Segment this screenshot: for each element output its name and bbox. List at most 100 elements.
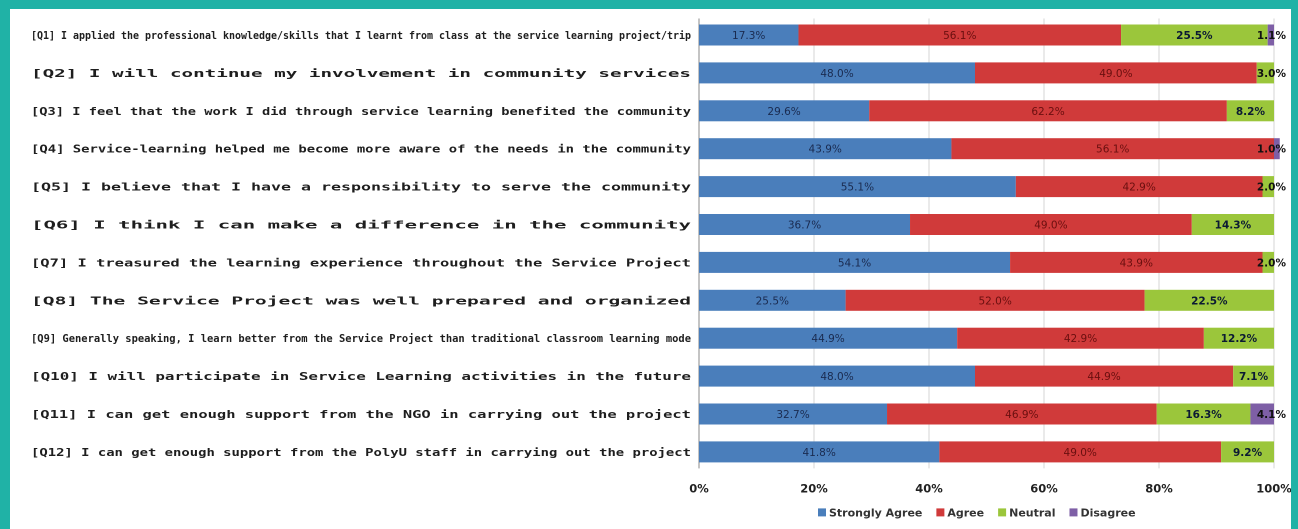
data-label: 56.1% bbox=[1096, 144, 1129, 156]
bar-segment-agree bbox=[975, 365, 1234, 387]
data-label: 1.0% bbox=[1257, 144, 1287, 156]
stacked-bar-chart: 0% 20% 40% 60% 80% 100% [Q1] I applied the pro… bbox=[31, 18, 1291, 519]
bar-segment-strongly-agree bbox=[699, 100, 870, 122]
data-label: 1.1% bbox=[1257, 30, 1287, 42]
data-label: 41.8% bbox=[802, 447, 835, 459]
data-label: 29.6% bbox=[767, 106, 800, 118]
category-label: [Q5] I believe that I have a responsibil… bbox=[31, 182, 692, 194]
data-label: 52.0% bbox=[978, 295, 1011, 307]
bar-segment-agree bbox=[1015, 176, 1263, 198]
bar-segment-strongly-agree bbox=[699, 251, 1011, 273]
bar-segment-neutral bbox=[1156, 403, 1251, 425]
x-tick-label: 60% bbox=[1030, 481, 1058, 495]
bar-segment-strongly-agree bbox=[699, 138, 952, 160]
x-tick-label: 40% bbox=[915, 481, 943, 495]
data-label: 43.9% bbox=[809, 144, 842, 156]
data-label: 36.7% bbox=[788, 220, 821, 232]
data-label: 2.0% bbox=[1257, 257, 1287, 269]
data-label: 46.9% bbox=[1005, 409, 1038, 421]
data-label: 12.2% bbox=[1221, 333, 1258, 345]
legend-swatch bbox=[936, 508, 945, 517]
legend-label: Neutral bbox=[1009, 506, 1055, 519]
bar-segment-neutral bbox=[1144, 289, 1274, 311]
bar-segment-agree bbox=[798, 24, 1122, 46]
bar-segment-disagree bbox=[1267, 24, 1274, 46]
bar-segment-agree bbox=[869, 100, 1227, 122]
category-label: [Q3] I feel that the work I did through … bbox=[31, 106, 692, 118]
bar-segment-neutral bbox=[1256, 62, 1274, 84]
category-label: [Q4] Service-learning helped me become m… bbox=[31, 144, 692, 156]
data-label: 42.9% bbox=[1064, 333, 1097, 345]
bar-segment-strongly-agree bbox=[699, 403, 888, 425]
bar-segment-strongly-agree bbox=[699, 289, 846, 311]
data-label: 7.1% bbox=[1239, 371, 1269, 383]
data-label: 44.9% bbox=[1087, 371, 1120, 383]
bar-segment-strongly-agree bbox=[699, 214, 911, 235]
category-label: [Q2] I will continue my involvement in c… bbox=[31, 68, 691, 80]
category-label: [Q10] I will participate in Service Lear… bbox=[31, 371, 691, 383]
legend-swatch bbox=[1069, 508, 1078, 517]
bar-segment-neutral bbox=[1262, 176, 1274, 198]
x-tick-label: 20% bbox=[800, 481, 828, 495]
bar-segment-agree bbox=[1010, 251, 1263, 273]
data-label: 2.0% bbox=[1257, 182, 1287, 194]
category-label: [Q12] I can get enough support from the … bbox=[31, 447, 691, 459]
legend-label: Disagree bbox=[1080, 506, 1135, 519]
data-label: 49.0% bbox=[1034, 220, 1067, 232]
category-label: [Q6] I think I can make a difference in … bbox=[31, 220, 692, 232]
data-label: 32.7% bbox=[776, 409, 809, 421]
bar-segment-agree bbox=[887, 403, 1157, 425]
data-label: 56.1% bbox=[943, 30, 976, 42]
category-label: [Q9] Generally speaking, I learn better … bbox=[31, 333, 691, 345]
bar-segment-neutral bbox=[1233, 365, 1274, 387]
data-label: 8.2% bbox=[1236, 106, 1266, 118]
data-label: 62.2% bbox=[1031, 106, 1064, 118]
data-label: 43.9% bbox=[1120, 257, 1153, 269]
bar-segment-strongly-agree bbox=[699, 441, 940, 463]
bar-segment-agree bbox=[910, 214, 1192, 235]
bar-segment-neutral bbox=[1121, 24, 1268, 46]
category-label: [Q8] The Service Project was well prepar… bbox=[31, 295, 691, 307]
data-label: 55.1% bbox=[841, 182, 874, 194]
category-label: [Q1] I applied the professional knowledg… bbox=[31, 30, 691, 42]
bar-segment-agree bbox=[939, 441, 1222, 463]
bar-segment-strongly-agree bbox=[699, 24, 799, 46]
bar-segment-strongly-agree bbox=[699, 176, 1016, 198]
data-label: 22.5% bbox=[1191, 295, 1228, 307]
x-tick-label: 100% bbox=[1256, 481, 1291, 495]
bar-segment-neutral bbox=[1262, 251, 1274, 273]
data-label: 4.1% bbox=[1257, 409, 1287, 421]
legend-swatch bbox=[998, 508, 1007, 517]
bar-segment-neutral bbox=[1226, 100, 1274, 122]
data-label: 3.0% bbox=[1257, 68, 1287, 80]
category-label: [Q7] I treasured the learning experience… bbox=[31, 257, 691, 269]
bar-segment-agree bbox=[975, 62, 1257, 84]
data-label: 48.0% bbox=[820, 371, 853, 383]
chart-panel: 0% 20% 40% 60% 80% 100% [Q1] I applied the pro… bbox=[10, 9, 1291, 529]
bar-segment-agree bbox=[845, 289, 1145, 311]
data-label: 49.0% bbox=[1099, 68, 1132, 80]
data-label: 25.5% bbox=[756, 295, 789, 307]
data-label: 9.2% bbox=[1233, 447, 1263, 459]
bar-segment-agree bbox=[951, 138, 1274, 160]
bar-segment-agree bbox=[957, 327, 1204, 349]
data-label: 54.1% bbox=[838, 257, 871, 269]
bar-segment-disagree bbox=[1274, 138, 1280, 160]
data-label: 17.3% bbox=[732, 30, 765, 42]
data-label: 48.0% bbox=[820, 68, 853, 80]
data-label: 14.3% bbox=[1215, 220, 1252, 232]
data-label: 16.3% bbox=[1185, 409, 1222, 421]
bar-segment-strongly-agree bbox=[699, 62, 975, 84]
data-label: 44.9% bbox=[811, 333, 844, 345]
data-label: 49.0% bbox=[1064, 447, 1097, 459]
bar-segment-strongly-agree bbox=[699, 327, 958, 349]
data-label: 42.9% bbox=[1122, 182, 1155, 194]
bar-segment-disagree bbox=[1250, 403, 1274, 425]
category-label: [Q11] I can get enough support from the … bbox=[31, 409, 691, 421]
bar-segment-neutral bbox=[1221, 441, 1274, 463]
bar-segment-neutral bbox=[1203, 327, 1274, 349]
x-tick-label: 0% bbox=[689, 481, 709, 495]
bar-segment-neutral bbox=[1191, 214, 1274, 235]
data-label: 25.5% bbox=[1176, 30, 1213, 42]
legend-label: Agree bbox=[947, 506, 984, 519]
